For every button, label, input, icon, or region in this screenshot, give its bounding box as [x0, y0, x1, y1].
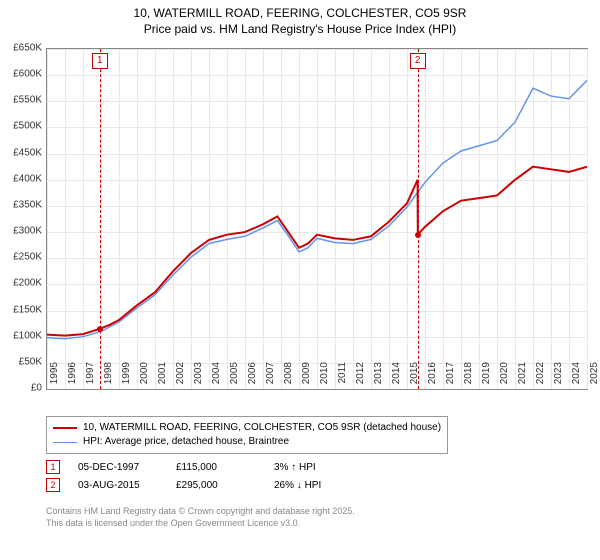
footer-line-1: Contains HM Land Registry data © Crown c… [46, 506, 355, 518]
x-axis-label: 2005 [229, 362, 240, 392]
legend-label-hpi: HPI: Average price, detached house, Brai… [83, 435, 289, 449]
chart: 12 £0£50K£100K£150K£200K£250K£300K£350K£… [46, 48, 586, 408]
y-axis-label: £150K [2, 304, 42, 315]
sale-delta: 26% ↓ HPI [274, 480, 354, 491]
x-axis-label: 2021 [517, 362, 528, 392]
y-axis-label: £600K [2, 69, 42, 80]
marker-badge: 1 [46, 460, 60, 474]
y-axis-label: £0 [2, 383, 42, 394]
chart-title: 10, WATERMILL ROAD, FEERING, COLCHESTER,… [0, 0, 600, 37]
y-axis-label: £250K [2, 252, 42, 263]
y-axis-label: £500K [2, 121, 42, 132]
legend-swatch-hpi [53, 442, 77, 443]
x-axis-label: 2017 [445, 362, 456, 392]
marker-badge: 2 [410, 53, 426, 69]
x-axis-label: 1995 [49, 362, 60, 392]
plot-area: 12 [46, 48, 588, 390]
sale-point [415, 232, 421, 238]
price-paid-series [47, 167, 587, 336]
marker-line [100, 49, 101, 389]
sale-price: £295,000 [176, 480, 256, 491]
marker-line [418, 49, 419, 389]
marker-badge: 2 [46, 478, 60, 492]
x-axis-label: 2018 [463, 362, 474, 392]
y-axis-label: £200K [2, 278, 42, 289]
x-axis-label: 2015 [409, 362, 420, 392]
table-row: 1 05-DEC-1997 £115,000 3% ↑ HPI [46, 460, 354, 474]
x-axis-label: 2010 [319, 362, 330, 392]
chart-lines [47, 49, 587, 389]
x-axis-label: 2012 [355, 362, 366, 392]
x-axis-label: 2020 [499, 362, 510, 392]
y-axis-label: £650K [2, 43, 42, 54]
y-axis-label: £100K [2, 330, 42, 341]
x-axis-label: 2009 [301, 362, 312, 392]
footer-line-2: This data is licensed under the Open Gov… [46, 518, 355, 530]
y-axis-label: £550K [2, 95, 42, 106]
legend-item-price: 10, WATERMILL ROAD, FEERING, COLCHESTER,… [53, 421, 441, 435]
x-axis-label: 1998 [103, 362, 114, 392]
x-axis-label: 2014 [391, 362, 402, 392]
legend-swatch-price [53, 427, 77, 429]
sale-price: £115,000 [176, 462, 256, 473]
x-axis-label: 2022 [535, 362, 546, 392]
x-axis-label: 2025 [589, 362, 600, 392]
legend-label-price: 10, WATERMILL ROAD, FEERING, COLCHESTER,… [83, 421, 441, 435]
footer: Contains HM Land Registry data © Crown c… [46, 506, 355, 529]
x-axis-label: 2004 [211, 362, 222, 392]
x-axis-label: 2011 [337, 362, 348, 392]
x-axis-label: 2016 [427, 362, 438, 392]
x-axis-label: 1997 [85, 362, 96, 392]
x-axis-label: 2007 [265, 362, 276, 392]
y-axis-label: £50K [2, 356, 42, 367]
x-axis-label: 2019 [481, 362, 492, 392]
x-axis-label: 2008 [283, 362, 294, 392]
sale-date: 03-AUG-2015 [78, 480, 158, 491]
table-row: 2 03-AUG-2015 £295,000 26% ↓ HPI [46, 478, 354, 492]
sale-point [97, 326, 103, 332]
title-line-2: Price paid vs. HM Land Registry's House … [0, 22, 600, 38]
legend-box: 10, WATERMILL ROAD, FEERING, COLCHESTER,… [46, 416, 448, 454]
x-axis-label: 2001 [157, 362, 168, 392]
marker-badge: 1 [92, 53, 108, 69]
y-axis-label: £450K [2, 147, 42, 158]
x-axis-label: 2024 [571, 362, 582, 392]
title-line-1: 10, WATERMILL ROAD, FEERING, COLCHESTER,… [0, 6, 600, 22]
x-axis-label: 2023 [553, 362, 564, 392]
x-axis-label: 2003 [193, 362, 204, 392]
x-axis-label: 1996 [67, 362, 78, 392]
sale-delta: 3% ↑ HPI [274, 462, 354, 473]
x-axis-label: 2000 [139, 362, 150, 392]
sale-date: 05-DEC-1997 [78, 462, 158, 473]
y-axis-label: £400K [2, 173, 42, 184]
hpi-series [47, 80, 587, 338]
legend: 10, WATERMILL ROAD, FEERING, COLCHESTER,… [46, 416, 586, 454]
x-axis-label: 1999 [121, 362, 132, 392]
x-axis-label: 2006 [247, 362, 258, 392]
sales-table: 1 05-DEC-1997 £115,000 3% ↑ HPI 2 03-AUG… [46, 460, 354, 496]
x-axis-label: 2013 [373, 362, 384, 392]
x-axis-label: 2002 [175, 362, 186, 392]
y-axis-label: £300K [2, 226, 42, 237]
y-axis-label: £350K [2, 199, 42, 210]
legend-item-hpi: HPI: Average price, detached house, Brai… [53, 435, 441, 449]
